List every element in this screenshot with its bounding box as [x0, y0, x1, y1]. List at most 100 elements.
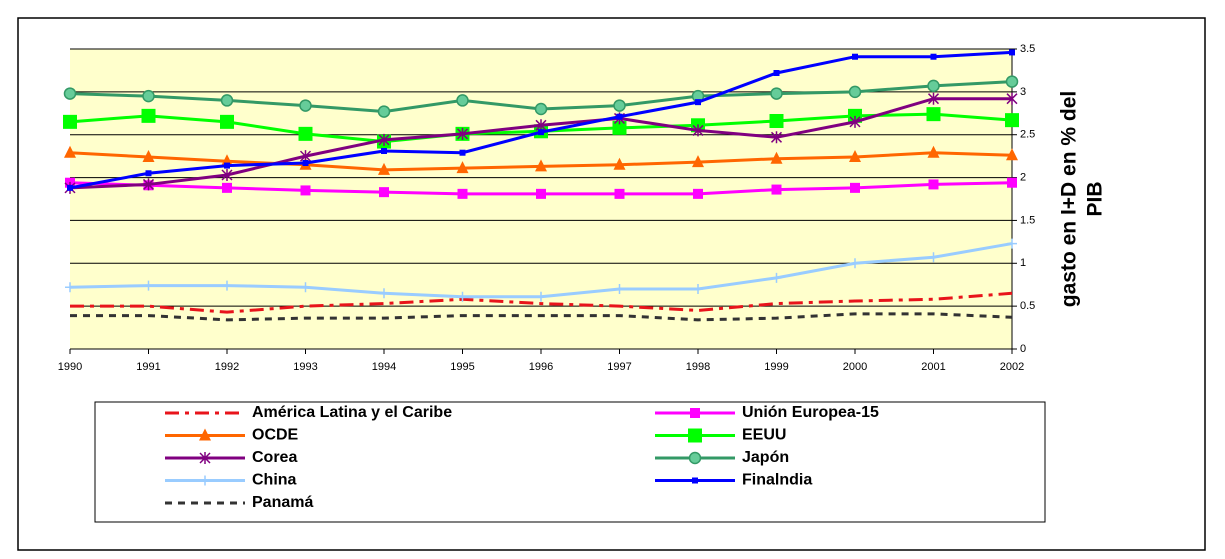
marker [613, 99, 626, 112]
marker [538, 129, 544, 136]
marker [63, 114, 77, 129]
marker [302, 160, 309, 166]
y-tick-label: 3 [1020, 86, 1026, 98]
x-tick-label: 1992 [215, 361, 239, 373]
marker [199, 428, 211, 441]
marker [693, 188, 703, 199]
marker [693, 284, 703, 294]
marker [614, 188, 625, 199]
marker [142, 178, 155, 191]
marker [220, 114, 234, 129]
marker [849, 150, 861, 162]
marker [927, 145, 940, 158]
marker [1007, 177, 1017, 188]
marker [379, 187, 389, 198]
marker [848, 85, 862, 99]
marker [688, 428, 702, 443]
marker [457, 291, 468, 302]
marker [67, 184, 73, 191]
marker [849, 115, 861, 128]
legend-label: Panamá [252, 494, 313, 511]
marker [927, 79, 940, 93]
marker [614, 284, 625, 294]
marker [771, 184, 782, 195]
marker [773, 70, 780, 76]
marker [456, 127, 469, 140]
series [65, 238, 1017, 302]
legend-label: OCDE [252, 427, 299, 444]
marker [771, 272, 782, 283]
marker [457, 188, 468, 199]
y-tick-label: 1 [1020, 257, 1026, 269]
x-tick-label: 1996 [529, 361, 553, 373]
x-tick-label: 1990 [58, 361, 82, 373]
y-tick-label: 2.5 [1020, 129, 1035, 141]
x-tick-label: 1997 [607, 361, 631, 373]
marker [298, 126, 313, 141]
marker [378, 162, 390, 175]
marker [695, 99, 701, 106]
y-axis-label: gasto en I+D en % del [1058, 91, 1081, 307]
marker [535, 159, 547, 172]
marker [930, 53, 937, 60]
series [67, 49, 1015, 191]
legend-label: Corea [252, 449, 297, 466]
marker [1005, 75, 1019, 88]
legend-label: EEUU [742, 427, 786, 444]
x-tick-label: 1991 [136, 361, 160, 373]
y-tick-label: 0.5 [1020, 300, 1035, 312]
marker [536, 188, 546, 199]
marker [142, 89, 155, 103]
marker [769, 114, 784, 128]
marker [1006, 148, 1018, 161]
marker [377, 105, 391, 118]
y-axis-label: PIB [1084, 181, 1107, 216]
marker [1005, 113, 1019, 128]
marker [141, 108, 156, 123]
marker [1006, 92, 1018, 105]
marker [64, 145, 76, 158]
y-tick-label: 1.5 [1020, 214, 1035, 226]
marker [770, 87, 783, 100]
marker [1007, 238, 1017, 249]
marker [536, 291, 546, 302]
y-tick-label: 3.5 [1020, 43, 1035, 55]
x-tick-label: 2000 [843, 361, 867, 373]
marker [222, 182, 232, 193]
marker [63, 87, 77, 100]
legend-label: China [252, 472, 297, 489]
marker [221, 169, 233, 181]
marker [145, 170, 152, 177]
marker [612, 120, 627, 135]
marker [928, 252, 939, 263]
marker [1009, 49, 1015, 56]
marker [692, 155, 704, 168]
x-tick-label: 2002 [1000, 361, 1024, 373]
marker [690, 408, 700, 418]
marker [692, 124, 704, 137]
marker [852, 53, 858, 60]
marker [770, 151, 783, 164]
marker [222, 280, 232, 291]
marker [456, 161, 469, 174]
marker [381, 148, 387, 154]
series [70, 312, 1013, 322]
marker [199, 452, 211, 464]
marker [850, 182, 860, 193]
marker [534, 102, 548, 116]
x-tick-label: 1994 [372, 361, 396, 373]
legend-label: Unión Europea-15 [742, 404, 879, 421]
marker [770, 131, 783, 144]
x-tick-label: 1993 [293, 361, 317, 373]
legend [94, 401, 1046, 523]
marker [850, 258, 860, 269]
marker [613, 157, 626, 170]
line [70, 312, 1013, 322]
marker [65, 282, 75, 293]
legend-label: Finalndia [742, 472, 812, 489]
y-tick-label: 2 [1020, 171, 1026, 183]
marker [224, 162, 230, 169]
marker [220, 94, 234, 107]
marker [143, 280, 154, 291]
x-tick-label: 1995 [450, 361, 474, 373]
